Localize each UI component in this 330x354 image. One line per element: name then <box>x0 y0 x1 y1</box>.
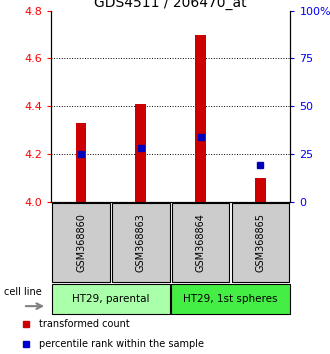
Text: HT29, parental: HT29, parental <box>72 294 150 304</box>
Bar <box>172 202 229 282</box>
Text: cell line: cell line <box>4 287 42 297</box>
Bar <box>76 123 86 202</box>
Text: percentile rank within the sample: percentile rank within the sample <box>39 339 204 349</box>
Bar <box>232 202 289 282</box>
Text: GSM368860: GSM368860 <box>76 213 86 272</box>
Text: GSM368865: GSM368865 <box>255 213 266 272</box>
Bar <box>136 104 146 202</box>
Text: HT29, 1st spheres: HT29, 1st spheres <box>183 294 278 304</box>
Title: GDS4511 / 206470_at: GDS4511 / 206470_at <box>94 0 247 10</box>
Bar <box>171 285 290 314</box>
Bar <box>52 285 170 314</box>
Bar <box>255 178 266 202</box>
Bar <box>52 202 110 282</box>
Text: transformed count: transformed count <box>39 319 130 329</box>
Text: GSM368864: GSM368864 <box>196 213 206 272</box>
Bar <box>112 202 170 282</box>
Bar <box>195 34 206 202</box>
Text: GSM368863: GSM368863 <box>136 213 146 272</box>
